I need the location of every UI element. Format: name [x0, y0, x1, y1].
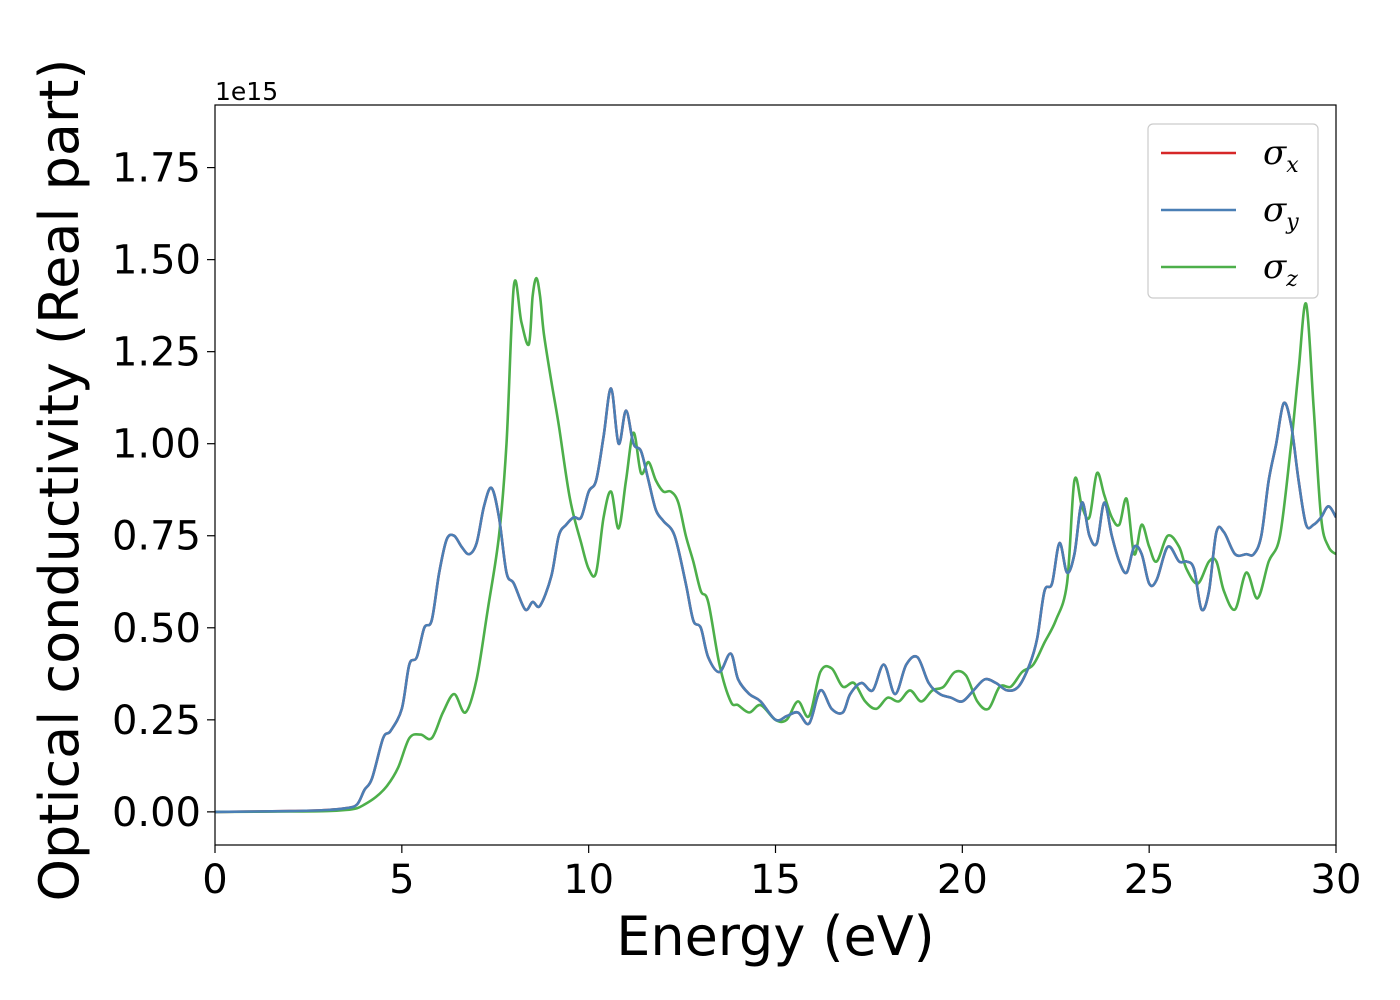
- x-axis-label: Energy (eV): [616, 905, 935, 968]
- legend-label-y: σy: [1263, 190, 1299, 235]
- y-tick-label: 0.75: [112, 514, 201, 560]
- y-axis-label: Optical conductivity (Real part): [28, 59, 91, 902]
- y-tick-label: 1.00: [112, 422, 201, 468]
- series-line-y: [215, 387, 1336, 814]
- y-tick-label: 1.50: [112, 238, 201, 284]
- x-tick-label: 30: [1311, 857, 1362, 903]
- legend-label-z: σz: [1263, 247, 1298, 292]
- x-tick-label: 0: [202, 857, 227, 903]
- x-tick-label: 15: [750, 857, 801, 903]
- y-tick-label: 1.75: [112, 146, 201, 192]
- x-tick-label: 5: [389, 857, 414, 903]
- y-tick-label: 0.50: [112, 606, 201, 652]
- ticks-layer: 0 5 10 15 20 25 30 0.00 0.25 0.50 0.75 1.00 1.25 1.50…: [112, 146, 1362, 903]
- legend-label-x: σx: [1263, 133, 1299, 178]
- y-offset-label: 1e15: [215, 77, 278, 106]
- legend: σx σy σz: [1147, 123, 1319, 299]
- y-tick-label: 0.25: [112, 698, 201, 744]
- series-layer: [215, 276, 1336, 814]
- y-tick-label: 1.25: [112, 330, 201, 376]
- x-tick-label: 25: [1124, 857, 1175, 903]
- x-tick-label: 10: [563, 857, 614, 903]
- series-line-z: [215, 276, 1336, 814]
- y-tick-label: 0.00: [112, 790, 201, 836]
- x-tick-label: 20: [937, 857, 988, 903]
